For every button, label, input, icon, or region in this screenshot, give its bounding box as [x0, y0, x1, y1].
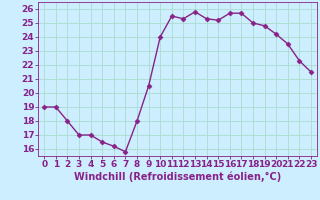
X-axis label: Windchill (Refroidissement éolien,°C): Windchill (Refroidissement éolien,°C) — [74, 172, 281, 182]
